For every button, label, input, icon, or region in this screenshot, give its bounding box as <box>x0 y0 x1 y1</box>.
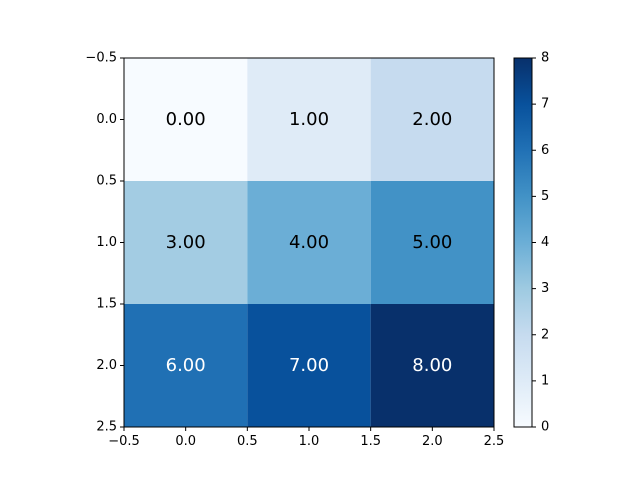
y-tick-label: 0.0 <box>96 112 117 127</box>
heatmap-cell <box>124 181 248 304</box>
colorbar-axis: 0 1 2 3 4 5 6 7 8 <box>532 51 549 435</box>
colorbar-tick-label: 5 <box>541 189 549 204</box>
colorbar-tick-label: 7 <box>541 97 549 112</box>
y-tick-label: 2.0 <box>96 358 117 373</box>
cell-value-label: 2.00 <box>412 109 452 130</box>
heatmap-cell <box>247 58 371 181</box>
cell-value-label: 4.00 <box>289 232 329 253</box>
x-tick-label: 1.5 <box>360 434 381 449</box>
heatmap-cell <box>247 181 371 304</box>
heatmap-cell-labels: 0.00 1.00 2.00 3.00 4.00 5.00 6.00 7.00 8.00 <box>166 109 453 376</box>
cell-value-label: 8.00 <box>412 355 452 376</box>
heatmap-cell <box>370 304 494 427</box>
cell-value-label: 7.00 <box>289 355 329 376</box>
colorbar-tick-label: 6 <box>541 143 549 158</box>
x-tick-label: 2.0 <box>422 434 443 449</box>
cell-value-label: 6.00 <box>166 355 206 376</box>
y-tick-label: 2.5 <box>96 420 117 435</box>
colorbar <box>513 57 533 428</box>
x-tick-label: −0.5 <box>108 434 140 449</box>
y-axis: −0.5 0.0 0.5 1.0 1.5 2.0 2.5 <box>85 51 124 435</box>
colorbar-tick-label: 1 <box>541 373 549 388</box>
x-tick-label: 2.5 <box>484 434 505 449</box>
x-tick-label: 1.0 <box>299 434 320 449</box>
colorbar-tick-label: 0 <box>541 420 549 435</box>
heatmap-cell <box>124 304 248 427</box>
y-tick-label: −0.5 <box>85 51 117 66</box>
colorbar-tick-label: 4 <box>541 235 549 250</box>
colorbar-tick-label: 2 <box>541 327 549 342</box>
heatmap-cell <box>370 181 494 304</box>
colorbar-tick-label: 3 <box>541 281 549 296</box>
x-tick-label: 0.5 <box>237 434 258 449</box>
x-axis: −0.5 0.0 0.5 1.0 1.5 2.0 2.5 <box>108 427 504 449</box>
cell-value-label: 0.00 <box>166 109 206 130</box>
x-tick-label: 0.0 <box>175 434 196 449</box>
heatmap-cell <box>370 58 494 181</box>
colorbar-tick-label: 8 <box>541 51 549 66</box>
heatmap-cell <box>124 58 248 181</box>
y-tick-label: 0.5 <box>96 174 117 189</box>
cell-value-label: 1.00 <box>289 109 329 130</box>
cell-value-label: 3.00 <box>166 232 206 253</box>
heatmap-cells <box>124 58 494 427</box>
y-tick-label: 1.5 <box>96 297 117 312</box>
heatmap-cell <box>247 304 371 427</box>
cell-value-label: 5.00 <box>412 232 452 253</box>
y-tick-label: 1.0 <box>96 235 117 250</box>
